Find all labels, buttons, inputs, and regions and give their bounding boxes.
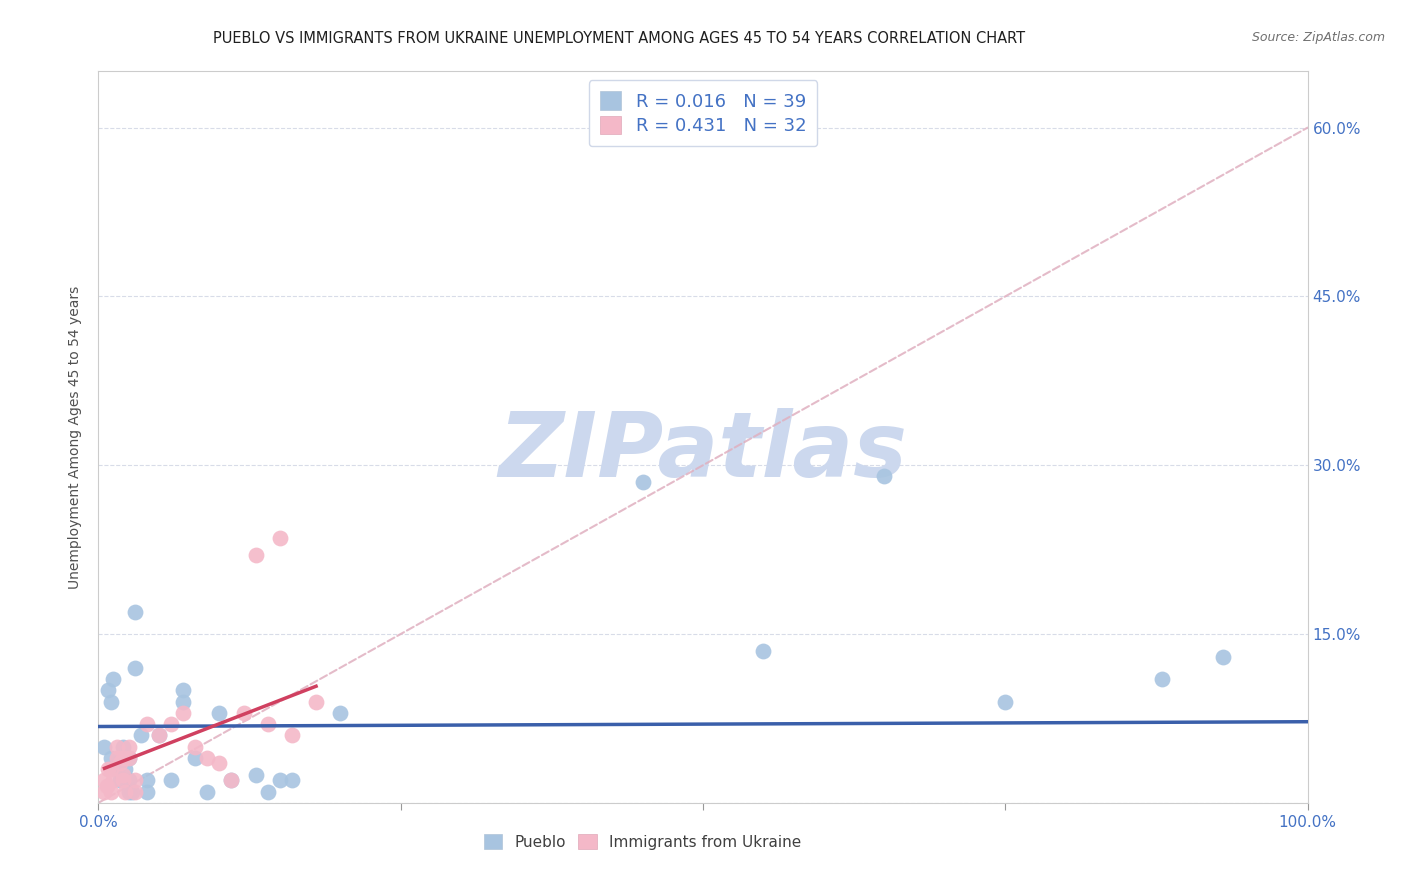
Point: [100, 762, 122, 776]
Point: [195, 751, 218, 765]
Point: [111, 767, 134, 781]
Point: [118, 751, 141, 765]
Point: [184, 739, 207, 754]
Point: [208, 706, 231, 720]
Point: [269, 532, 291, 546]
Point: [269, 773, 291, 788]
Point: [111, 739, 134, 754]
Point: [124, 605, 146, 619]
Point: [100, 784, 122, 798]
Point: [245, 767, 267, 781]
Point: [873, 469, 896, 483]
Point: [148, 728, 170, 742]
Point: [256, 784, 278, 798]
Legend: Pueblo, Immigrants from Ukraine: Pueblo, Immigrants from Ukraine: [477, 826, 808, 857]
Point: [105, 756, 128, 771]
Point: [111, 773, 134, 788]
Point: [93, 739, 115, 754]
Point: [172, 683, 194, 698]
Point: [93, 784, 115, 798]
Point: [105, 751, 128, 765]
Point: [329, 706, 352, 720]
Point: [232, 706, 254, 720]
Point: [93, 773, 115, 788]
Point: [221, 773, 243, 788]
Point: [172, 706, 194, 720]
Point: [101, 672, 124, 686]
Point: [1212, 649, 1234, 664]
Point: [129, 728, 152, 742]
Point: [256, 717, 278, 731]
Point: [752, 644, 775, 658]
Y-axis label: Unemployment Among Ages 45 to 54 years: Unemployment Among Ages 45 to 54 years: [69, 285, 83, 589]
Point: [124, 784, 146, 798]
Point: [97, 683, 120, 698]
Point: [135, 773, 157, 788]
Point: [160, 773, 183, 788]
Point: [111, 751, 134, 765]
Point: [245, 548, 267, 562]
Point: [160, 717, 183, 731]
Point: [118, 773, 141, 788]
Point: [148, 728, 170, 742]
Point: [100, 751, 122, 765]
Point: [124, 773, 146, 788]
Point: [281, 728, 304, 742]
Point: [118, 751, 141, 765]
Point: [108, 773, 131, 788]
Point: [101, 773, 124, 788]
Point: [114, 762, 136, 776]
Point: [105, 739, 128, 754]
Point: [118, 784, 141, 798]
Text: Source: ZipAtlas.com: Source: ZipAtlas.com: [1251, 31, 1385, 45]
Text: ZIPatlas: ZIPatlas: [499, 408, 907, 496]
Point: [114, 784, 136, 798]
Point: [195, 784, 218, 798]
Point: [135, 717, 157, 731]
Point: [631, 475, 654, 489]
Point: [994, 694, 1017, 708]
Point: [172, 694, 194, 708]
Point: [305, 694, 328, 708]
Point: [1152, 672, 1174, 686]
Text: PUEBLO VS IMMIGRANTS FROM UKRAINE UNEMPLOYMENT AMONG AGES 45 TO 54 YEARS CORRELA: PUEBLO VS IMMIGRANTS FROM UKRAINE UNEMPL…: [212, 31, 1025, 46]
Point: [111, 751, 134, 765]
Point: [97, 762, 120, 776]
Point: [135, 784, 157, 798]
Point: [121, 784, 143, 798]
Point: [281, 773, 304, 788]
Point: [221, 773, 243, 788]
Point: [124, 661, 146, 675]
Point: [96, 779, 118, 793]
Point: [208, 756, 231, 771]
Point: [184, 751, 207, 765]
Point: [118, 739, 141, 754]
Point: [105, 762, 128, 776]
Point: [108, 756, 131, 771]
Point: [100, 694, 122, 708]
